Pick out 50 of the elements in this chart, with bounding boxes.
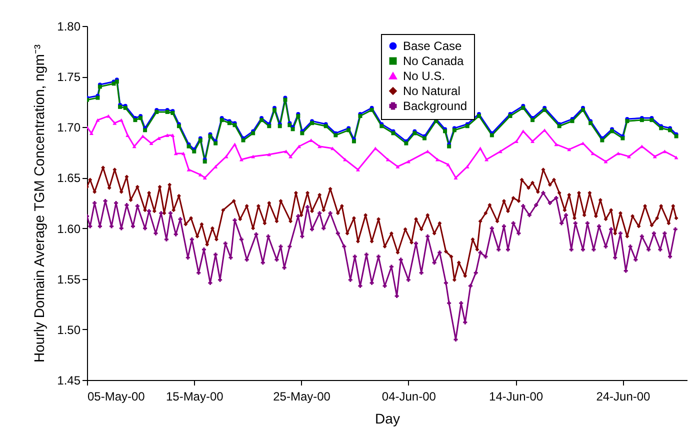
point bbox=[112, 121, 117, 125]
x-tick-label: 25-May-00 bbox=[273, 390, 331, 404]
point bbox=[202, 176, 207, 180]
point bbox=[214, 164, 218, 168]
legend-label: No Canada bbox=[403, 54, 464, 68]
point bbox=[198, 172, 202, 176]
point bbox=[567, 148, 572, 152]
x-tick-label: 04-Jun-00 bbox=[382, 390, 436, 404]
legend-label: No Natural bbox=[403, 84, 460, 98]
y-tick-label: 1.45 bbox=[57, 374, 81, 388]
x-tick-label: 15-May-00 bbox=[166, 390, 224, 404]
y-tick-label: 1.75 bbox=[57, 70, 81, 84]
x-tick-label: 05-May-00 bbox=[88, 390, 146, 404]
x-tick-label: 14-Jun-00 bbox=[489, 390, 544, 404]
point bbox=[126, 134, 130, 137]
point bbox=[521, 129, 526, 133]
y-tick-label: 1.50 bbox=[57, 322, 81, 337]
point bbox=[446, 162, 450, 166]
point bbox=[232, 142, 237, 146]
legend-label: No U.S. bbox=[403, 69, 446, 83]
legend-label: Background bbox=[403, 99, 468, 113]
point bbox=[186, 168, 191, 172]
legend-label: Base Case bbox=[403, 39, 462, 53]
y-tick-label: 1.55 bbox=[57, 272, 81, 286]
point bbox=[530, 140, 535, 144]
y-tick-label: 1.65 bbox=[57, 171, 81, 186]
point bbox=[406, 160, 410, 164]
point bbox=[170, 134, 175, 137]
point bbox=[297, 144, 302, 148]
point bbox=[604, 160, 608, 164]
x-tick-label: 24-Jun-00 bbox=[596, 390, 651, 404]
x-axis-title: Day bbox=[375, 410, 400, 426]
y-tick-label: 1.70 bbox=[57, 120, 81, 135]
point bbox=[165, 134, 170, 137]
point bbox=[318, 144, 322, 148]
point bbox=[96, 118, 100, 122]
point bbox=[542, 128, 547, 132]
point bbox=[454, 176, 458, 180]
point bbox=[356, 168, 360, 172]
point bbox=[554, 142, 558, 146]
y-axis-title: Hourly Domain Average TGM Concentration, ngm⁻³ bbox=[31, 44, 48, 363]
point bbox=[396, 164, 400, 168]
point bbox=[119, 118, 124, 122]
y-tick-label: 1.60 bbox=[57, 222, 81, 236]
y-tick-label: 1.80 bbox=[57, 20, 81, 34]
line-series bbox=[87, 114, 678, 180]
point bbox=[478, 146, 482, 150]
point bbox=[149, 142, 154, 146]
point bbox=[580, 142, 585, 146]
point bbox=[132, 144, 136, 148]
